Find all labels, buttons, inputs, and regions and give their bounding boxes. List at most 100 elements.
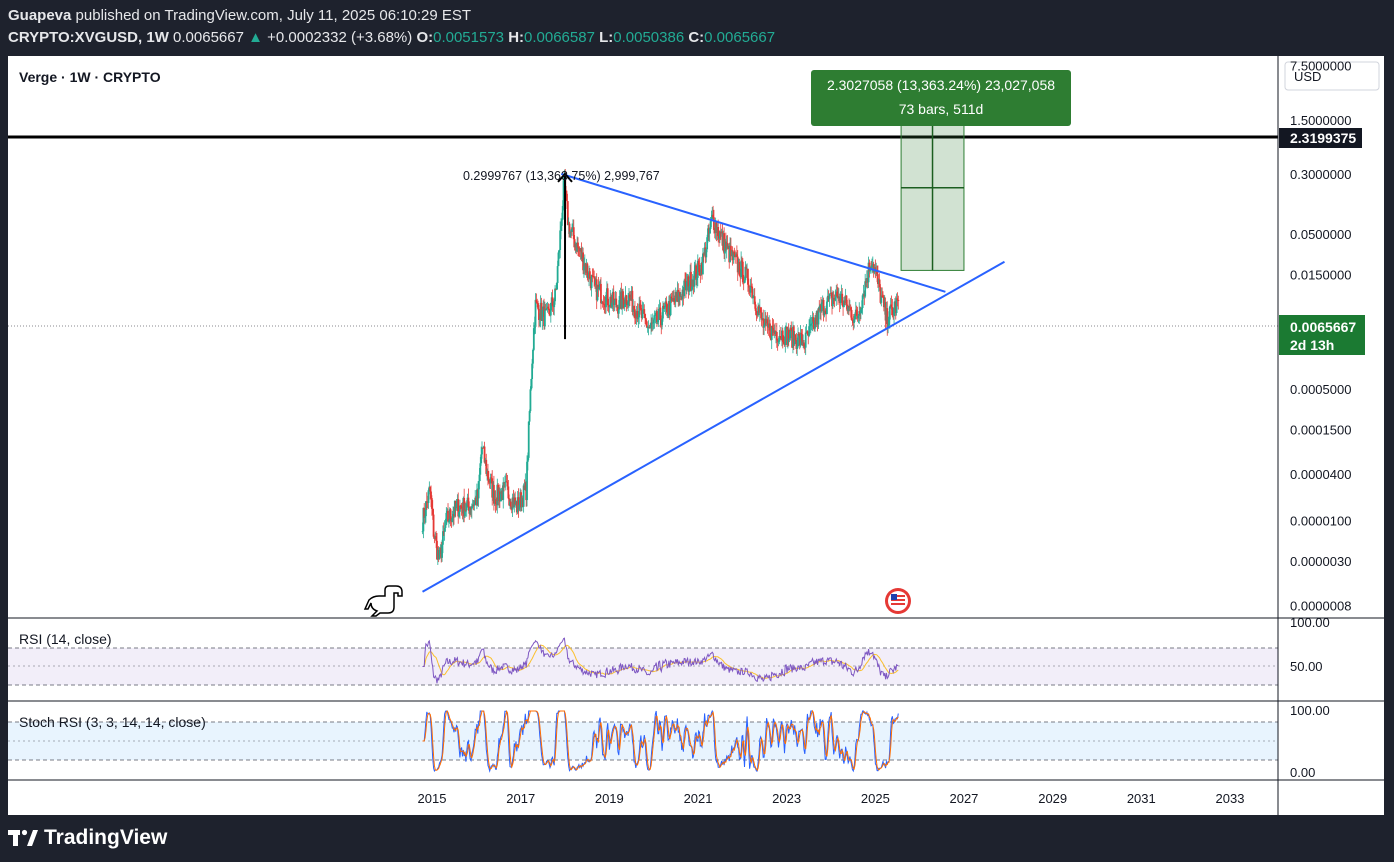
candle-body [882,296,885,308]
candle-body [518,505,521,510]
candle-body [527,421,530,458]
candle-body [769,323,771,338]
candle-body [489,477,492,484]
price-axis-label: 0.0001500 [1290,422,1351,437]
candle-body [509,501,512,507]
candle-body [826,301,828,315]
candle-body [459,505,461,512]
time-axis-label: 2029 [1038,791,1067,806]
chart-svg[interactable]: 0.2999767 (13,363.75%) 2,999,767 2.30270… [8,56,1384,815]
price-axis-label: 0.0500000 [1290,227,1351,242]
candle-body [566,201,569,226]
time-scale[interactable]: 2015 2017 2019 2021 2023 2025 2027 2029 2031 2033 [418,791,1245,806]
candle-body [663,307,666,309]
candle-body [804,332,807,348]
candle-body [861,295,864,309]
stoch-rsi-pane[interactable]: Stoch RSI (3, 3, 14, 14, close) [8,709,1278,773]
candle-body [717,227,720,237]
candle-body [535,299,538,303]
candle-body [603,303,606,305]
candle-body [447,510,449,522]
tradingview-logo-icon [8,829,38,846]
candle-body [457,499,460,517]
candle-body [555,283,558,290]
candle-body [425,501,427,517]
candle-body [750,285,753,287]
price-scale[interactable]: USD 7.5000000 1.5000000 0.3000000 0.0500000… [1277,56,1380,815]
candle-body [690,286,693,291]
candle-body [753,296,756,305]
candle-body [514,497,517,505]
candle-body [778,336,781,342]
dinosaur-icon[interactable] [363,585,403,617]
candle-body [651,322,654,324]
past-measure-tool[interactable]: 0.2999767 (13,363.75%) 2,999,767 [463,169,660,340]
rsi-title[interactable]: RSI (14, close) [19,631,112,647]
candle-body [696,260,699,278]
candle-body [650,322,652,327]
past-measure-arrow-icon [557,172,573,183]
candle-body [577,247,580,249]
candle-body [507,486,510,499]
lower-trendline[interactable] [422,260,1005,593]
candle-body [490,477,493,479]
candle-body [762,318,765,328]
candle-body [841,293,844,306]
candle-body [547,306,550,309]
candle-body [622,299,625,308]
footer-brand: TradingView [44,826,168,849]
rsi-pane[interactable]: RSI (14, close) [8,631,1278,686]
candle-body [712,214,714,218]
hline-price-tag [1279,128,1362,148]
candle-body [782,341,785,344]
candle-body [701,253,704,275]
candle-body [784,327,787,346]
candle-body [823,310,826,316]
candle-body [693,270,696,287]
candle-body [891,307,894,310]
candle-body [845,295,848,305]
currency-button[interactable] [1284,61,1380,91]
candle-body [662,305,664,319]
open-label: O: [416,29,434,46]
candle-body [854,313,856,320]
us-flag-event-icon[interactable] [885,588,911,614]
candle-body [657,308,660,321]
candle-body [477,481,480,499]
countdown-label: 2d 13h [1290,337,1334,353]
price-pane[interactable]: 0.2999767 (13,363.75%) 2,999,767 2.30270… [8,69,1278,617]
candle-body [633,305,635,310]
stoch-title[interactable]: Stoch RSI (3, 3, 14, 14, close) [19,714,206,730]
candle-body [895,298,898,313]
candle-body [772,327,775,333]
candle-body [779,336,782,337]
candle-body [667,314,669,316]
candle-body [502,482,505,500]
candle-body [445,512,448,525]
candle-body [649,326,652,329]
candle-body [795,340,798,349]
target-measure-tool[interactable]: 2.3027058 (13,363.24%) 23,027,058 73 bar… [811,70,1071,271]
candle-body [790,327,793,331]
candle-body [713,217,715,230]
candle-body [590,275,593,289]
current-price-tag [1279,315,1365,355]
time-axis-label: 2027 [949,791,978,806]
candle-body [562,180,565,206]
candle-body [652,319,655,323]
open-value: 0.0051573 [433,29,505,46]
candle-body [442,531,444,545]
candle-body [656,320,659,323]
candle-body [705,249,708,258]
candle-body [860,308,863,310]
chart-container[interactable]: 0.2999767 (13,363.75%) 2,999,767 2.30270… [8,56,1384,815]
target-label-line2: 73 bars, 511d [899,101,984,117]
candlestick-series[interactable] [421,168,900,565]
publisher-name[interactable]: Guapeva [8,7,72,24]
candle-body [864,281,867,297]
tradingview-logo[interactable]: TradingView [8,826,167,850]
candle-body [636,310,639,320]
upper-trendline[interactable] [560,172,946,293]
candle-body [849,307,852,310]
candle-body [834,296,837,301]
